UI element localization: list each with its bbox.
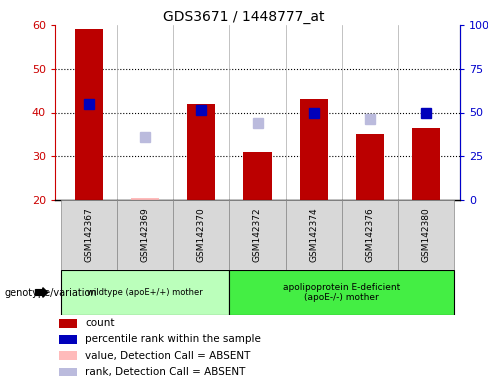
Text: GSM142367: GSM142367 bbox=[84, 208, 93, 262]
Bar bbox=[59, 351, 77, 360]
Bar bbox=[117, 200, 173, 270]
Bar bbox=[131, 198, 159, 200]
Bar bbox=[244, 152, 271, 200]
Text: genotype/variation: genotype/variation bbox=[5, 288, 98, 298]
Text: GDS3671 / 1448777_at: GDS3671 / 1448777_at bbox=[163, 10, 325, 24]
Text: percentile rank within the sample: percentile rank within the sample bbox=[85, 334, 261, 344]
Bar bbox=[61, 200, 117, 270]
Bar bbox=[300, 99, 328, 200]
Text: apolipoprotein E-deficient
(apoE-/-) mother: apolipoprotein E-deficient (apoE-/-) mot… bbox=[283, 283, 401, 302]
Bar bbox=[342, 200, 398, 270]
Bar bbox=[398, 200, 454, 270]
Bar bbox=[59, 335, 77, 344]
Bar bbox=[229, 200, 285, 270]
Text: GSM142369: GSM142369 bbox=[141, 208, 149, 262]
Text: GSM142370: GSM142370 bbox=[197, 208, 206, 262]
Bar bbox=[412, 128, 440, 200]
Bar bbox=[59, 319, 77, 328]
Text: count: count bbox=[85, 318, 115, 328]
Text: wildtype (apoE+/+) mother: wildtype (apoE+/+) mother bbox=[87, 288, 203, 297]
Text: GSM142380: GSM142380 bbox=[422, 208, 431, 262]
Text: GSM142374: GSM142374 bbox=[309, 208, 318, 262]
Bar bbox=[59, 367, 77, 376]
Text: GSM142372: GSM142372 bbox=[253, 208, 262, 262]
Text: value, Detection Call = ABSENT: value, Detection Call = ABSENT bbox=[85, 351, 251, 361]
Bar bbox=[356, 134, 384, 200]
Bar bbox=[285, 200, 342, 270]
Bar bbox=[75, 29, 103, 200]
Bar bbox=[187, 104, 215, 200]
Text: rank, Detection Call = ABSENT: rank, Detection Call = ABSENT bbox=[85, 367, 246, 377]
Bar bbox=[229, 270, 454, 315]
Text: GSM142376: GSM142376 bbox=[366, 208, 374, 262]
Bar bbox=[61, 270, 229, 315]
Bar bbox=[173, 200, 229, 270]
